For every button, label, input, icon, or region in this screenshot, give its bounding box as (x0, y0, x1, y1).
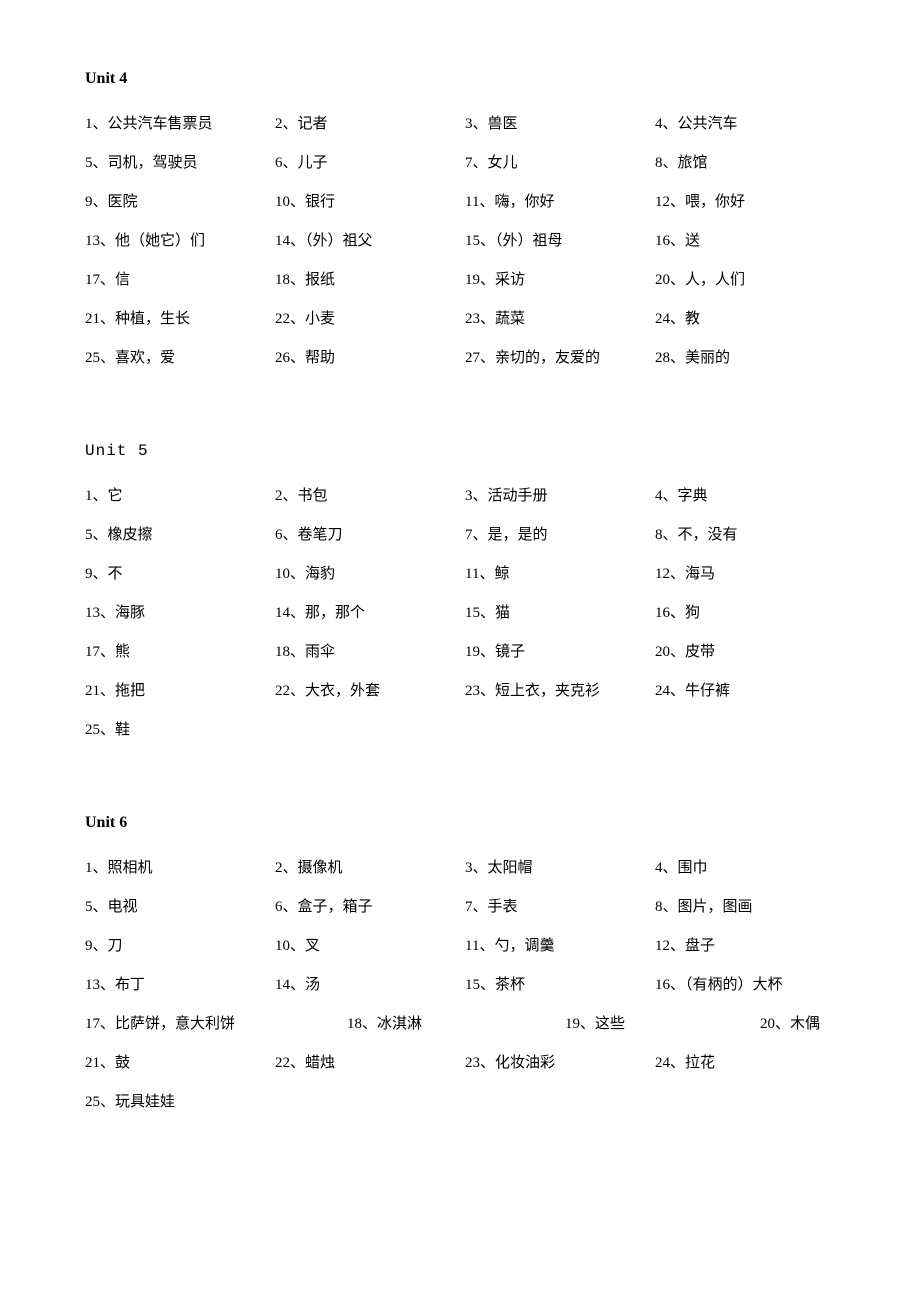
vocab-item: 7、是，是的 (465, 523, 645, 544)
vocab-item: 19、采访 (465, 268, 645, 289)
vocab-item: 1、照相机 (85, 856, 265, 877)
vocab-item: 24、拉花 (655, 1051, 835, 1072)
vocab-item: 10、银行 (275, 190, 455, 211)
vocab-item: 16、送 (655, 229, 835, 250)
unit-5-section: Unit 5 1、它 2、书包 3、活动手册 4、字典 5、橡皮擦 6、卷笔刀 … (85, 442, 835, 739)
vocab-item: 19、这些 (505, 1012, 705, 1033)
vocab-item: 12、盘子 (655, 934, 835, 955)
vocab-item: 1、它 (85, 484, 265, 505)
vocab-item: 15、猫 (465, 601, 645, 622)
vocab-item: 9、不 (85, 562, 265, 583)
vocab-item: 20、皮带 (655, 640, 835, 661)
vocab-item: 12、喂，你好 (655, 190, 835, 211)
vocab-item: 25、玩具娃娃 (85, 1090, 835, 1111)
vocab-item: 16、狗 (655, 601, 835, 622)
vocab-item: 24、牛仔裤 (655, 679, 835, 700)
vocab-item: 13、布丁 (85, 973, 265, 994)
vocab-item: 3、活动手册 (465, 484, 645, 505)
vocab-item: 2、书包 (275, 484, 455, 505)
unit-4-section: Unit 4 1、公共汽车售票员 2、记者 3、兽医 4、公共汽车 5、司机，驾… (85, 70, 835, 367)
vocab-item: 8、不，没有 (655, 523, 835, 544)
vocab-item: 21、种植，生长 (85, 307, 265, 328)
vocab-item: 2、记者 (275, 112, 455, 133)
vocab-item: 14、汤 (275, 973, 455, 994)
vocab-item: 11、鲸 (465, 562, 645, 583)
vocab-item: 12、海马 (655, 562, 835, 583)
unit-6-grid-2: 21、鼓 22、蜡烛 23、化妆油彩 24、拉花 (85, 1051, 835, 1072)
vocab-item: 23、短上衣，夹克衫 (465, 679, 645, 700)
vocab-item: 15、茶杯 (465, 973, 645, 994)
vocab-item: 18、报纸 (275, 268, 455, 289)
vocab-item: 1、公共汽车售票员 (85, 112, 265, 133)
vocab-item: 4、字典 (655, 484, 835, 505)
vocab-item: 11、勺，调羹 (465, 934, 645, 955)
vocab-item: 25、鞋 (85, 718, 835, 739)
vocab-item: 17、熊 (85, 640, 265, 661)
vocab-item: 25、喜欢，爱 (85, 346, 265, 367)
vocab-item: 22、蜡烛 (275, 1051, 455, 1072)
vocab-item: 15、（外）祖母 (465, 229, 645, 250)
vocab-item: 9、医院 (85, 190, 265, 211)
vocab-item: 10、叉 (275, 934, 455, 955)
vocab-item: 26、帮助 (275, 346, 455, 367)
vocab-item: 8、旅馆 (655, 151, 835, 172)
vocab-item: 7、手表 (465, 895, 645, 916)
unit-4-title: Unit 4 (85, 70, 835, 88)
unit-5-title: Unit 5 (85, 442, 835, 460)
vocab-item: 5、电视 (85, 895, 265, 916)
vocab-item: 4、围巾 (655, 856, 835, 877)
vocab-item: 23、蔬菜 (465, 307, 645, 328)
vocab-item: 17、比萨饼，意大利饼 (85, 1012, 305, 1033)
vocab-item: 14、那，那个 (275, 601, 455, 622)
vocab-item: 19、镜子 (465, 640, 645, 661)
vocab-item: 2、摄像机 (275, 856, 455, 877)
unit-5-grid: 1、它 2、书包 3、活动手册 4、字典 5、橡皮擦 6、卷笔刀 7、是，是的 … (85, 484, 835, 700)
vocab-item: 24、教 (655, 307, 835, 328)
vocab-item: 22、大衣，外套 (275, 679, 455, 700)
vocab-item: 13、海豚 (85, 601, 265, 622)
vocab-item: 4、公共汽车 (655, 112, 835, 133)
vocab-item: 7、女儿 (465, 151, 645, 172)
vocab-item: 3、太阳帽 (465, 856, 645, 877)
vocab-item: 18、雨伞 (275, 640, 455, 661)
vocab-item: 6、儿子 (275, 151, 455, 172)
vocab-item: 27、亲切的，友爱的 (465, 346, 645, 367)
vocab-item: 20、木偶 (705, 1012, 820, 1033)
vocab-item: 5、司机，驾驶员 (85, 151, 265, 172)
vocab-item: 22、小麦 (275, 307, 455, 328)
vocab-item: 5、橡皮擦 (85, 523, 265, 544)
unit-6-shifted-row: 17、比萨饼，意大利饼 18、冰淇淋 19、这些 20、木偶 (85, 1012, 835, 1033)
vocab-item: 6、卷笔刀 (275, 523, 455, 544)
vocab-item: 13、他（她它）们 (85, 229, 265, 250)
unit-4-grid: 1、公共汽车售票员 2、记者 3、兽医 4、公共汽车 5、司机，驾驶员 6、儿子… (85, 112, 835, 367)
vocab-item: 17、信 (85, 268, 265, 289)
vocab-item: 6、盒子，箱子 (275, 895, 455, 916)
vocab-item: 9、刀 (85, 934, 265, 955)
vocab-item: 14、（外）祖父 (275, 229, 455, 250)
vocab-item: 16、（有柄的）大杯 (655, 973, 835, 994)
vocab-item: 20、人，人们 (655, 268, 835, 289)
unit-6-section: Unit 6 1、照相机 2、摄像机 3、太阳帽 4、围巾 5、电视 6、盒子，… (85, 814, 835, 1111)
vocab-item: 11、嗨，你好 (465, 190, 645, 211)
vocab-item: 3、兽医 (465, 112, 645, 133)
vocab-item: 18、冰淇淋 (305, 1012, 505, 1033)
vocab-item: 28、美丽的 (655, 346, 835, 367)
vocab-item: 8、图片，图画 (655, 895, 835, 916)
unit-6-grid: 1、照相机 2、摄像机 3、太阳帽 4、围巾 5、电视 6、盒子，箱子 7、手表… (85, 856, 835, 994)
vocab-item: 23、化妆油彩 (465, 1051, 645, 1072)
vocab-item: 21、拖把 (85, 679, 265, 700)
vocab-item: 21、鼓 (85, 1051, 265, 1072)
unit-6-title: Unit 6 (85, 814, 835, 832)
vocab-item: 10、海豹 (275, 562, 455, 583)
